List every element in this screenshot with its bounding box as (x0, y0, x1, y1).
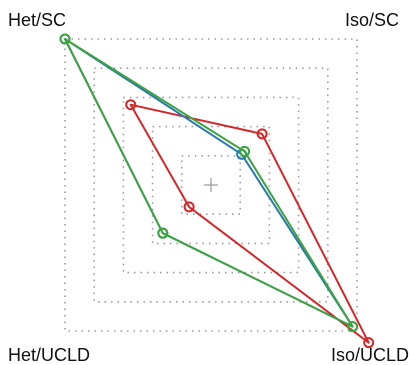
series-1-point-4 (183, 201, 195, 213)
series-3-point-2 (239, 145, 251, 157)
center-cross (204, 178, 218, 192)
series-1-point-3 (363, 337, 375, 349)
series-3-line (64, 38, 354, 328)
axis-label-iso-sc: Iso/SC (345, 10, 399, 30)
series-1 (125, 99, 375, 349)
series-1-point-1 (125, 99, 137, 111)
series-2-line (64, 38, 354, 328)
series-3-point-3 (347, 321, 359, 333)
series-2 (59, 33, 359, 333)
series-1-point-2 (256, 128, 268, 140)
series-3-point-1 (59, 33, 71, 45)
series-3 (59, 33, 359, 333)
series-layer (59, 33, 375, 349)
grid-rings (64, 38, 358, 332)
axis-label-het-sc: Het/SC (8, 10, 66, 30)
axis-label-het-ucld: Het/UCLD (8, 345, 90, 365)
axis-label-iso-ucld: Iso/UCLD (331, 345, 409, 365)
series-3-point-4 (157, 227, 169, 239)
grid-ring-5 (64, 38, 358, 332)
series-1-line (129, 103, 370, 344)
